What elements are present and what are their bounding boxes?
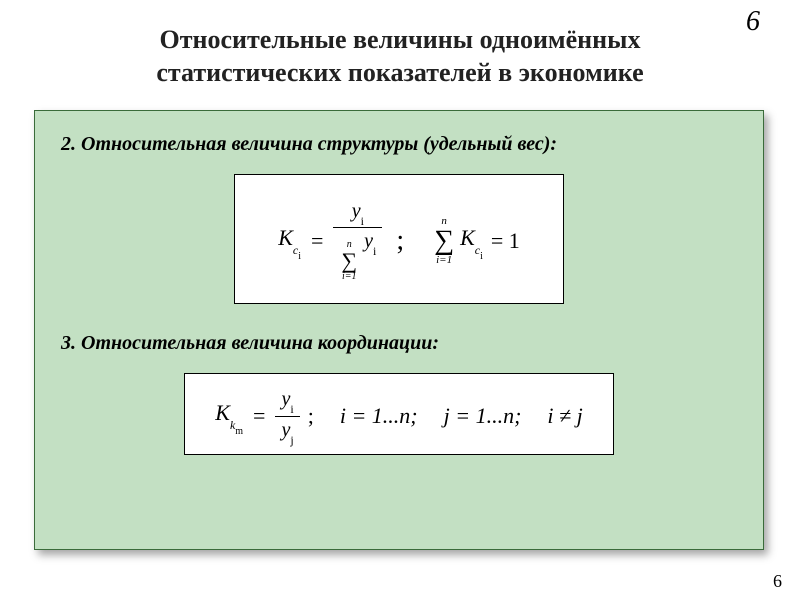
sigma-icon: ∑	[341, 250, 357, 272]
formula-coord-row: Kkm = yi yj ; i = 1...n; j = 1...n;	[205, 388, 593, 444]
semicolon-1: ;	[396, 225, 404, 257]
frac-bar-2	[275, 416, 299, 417]
formula-structure: Kci = yi n ∑ i=1 yi	[234, 174, 564, 304]
title-line-1: Относительные величины одноимённых	[160, 25, 641, 54]
coord-lhs-subsub: m	[235, 426, 243, 437]
equals-2: =	[253, 403, 265, 429]
coord-frac-num: yi	[275, 388, 299, 413]
formula-structure-row: Kci = yi n ∑ i=1 yi	[255, 189, 543, 293]
struct-frac-num: yi	[346, 200, 370, 225]
formula-coordination: Kkm = yi yj ; i = 1...n; j = 1...n;	[184, 373, 614, 455]
frac-bar-1	[333, 227, 382, 228]
section-2-heading: 2. Относительная величина структуры (уде…	[61, 133, 737, 156]
slide: 6 Относительные величины одноимённых ста…	[0, 0, 800, 600]
semicolon-2: ;	[308, 403, 314, 429]
rhs-sum-lower: i=1	[436, 255, 452, 266]
page-number-bottom: 6	[773, 571, 782, 592]
rhs-sum: n ∑ i=1	[434, 216, 454, 266]
rhs-sum-body: Kci	[460, 225, 483, 257]
denom-body-sub: i	[373, 244, 376, 258]
j-range: j = 1...n;	[444, 403, 522, 429]
inequality: i ≠ j	[547, 403, 582, 429]
coord-lhs: Kkm	[215, 400, 243, 432]
title-line-2: статистических показателей в экономике	[156, 58, 643, 87]
i-range-text: i = 1...n;	[340, 403, 418, 428]
struct-lhs-base: K	[278, 225, 293, 250]
struct-lhs-subsub: i	[298, 251, 301, 262]
ineq-text: i ≠ j	[547, 403, 582, 428]
denom-body-base: y	[364, 230, 373, 252]
rhs-equals-one: = 1	[491, 228, 520, 254]
slide-title: Относительные величины одноимённых стати…	[60, 24, 740, 89]
j-range-text: j = 1...n;	[444, 403, 522, 428]
coord-den-sub: j	[290, 433, 293, 447]
coord-num-sub: i	[290, 402, 293, 416]
denom-sum-lower: i=1	[342, 272, 357, 282]
rhs-body-subsub: i	[480, 251, 483, 262]
section-3-heading: 3. Относительная величина координации:	[61, 332, 737, 355]
i-range: i = 1...n;	[340, 403, 418, 429]
sigma-icon: ∑	[434, 227, 454, 255]
page-number-top: 6	[746, 6, 760, 38]
struct-num-sub: i	[361, 214, 364, 228]
struct-num-base: y	[352, 200, 361, 222]
equals-1: =	[311, 228, 323, 254]
denom-sum: n ∑ i=1	[341, 240, 357, 282]
struct-fraction: yi n ∑ i=1 yi	[333, 200, 382, 282]
coord-frac-den: yj	[275, 419, 299, 444]
struct-lhs: Kci	[278, 225, 301, 257]
coord-fraction: yi yj	[275, 388, 299, 443]
content-panel: 2. Относительная величина структуры (уде…	[34, 110, 764, 550]
coord-lhs-base: K	[215, 400, 230, 425]
rhs-body-base: K	[460, 225, 475, 250]
struct-frac-den: n ∑ i=1 yi	[333, 230, 382, 282]
